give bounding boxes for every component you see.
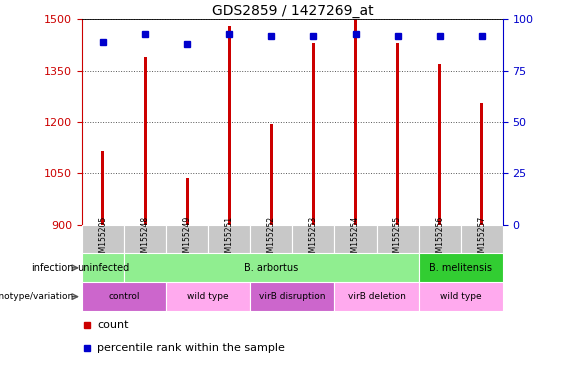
Text: control: control xyxy=(108,292,140,301)
Bar xyxy=(166,225,208,253)
Bar xyxy=(461,225,503,253)
Bar xyxy=(354,19,357,225)
Bar xyxy=(250,225,293,253)
Text: GSM155257: GSM155257 xyxy=(477,216,486,262)
Text: B. melitensis: B. melitensis xyxy=(429,263,492,273)
Bar xyxy=(419,225,461,253)
Bar xyxy=(186,179,189,225)
Text: GSM155248: GSM155248 xyxy=(141,216,150,262)
Bar xyxy=(293,225,334,253)
Text: virB disruption: virB disruption xyxy=(259,292,325,301)
Bar xyxy=(480,103,483,225)
Text: virB deletion: virB deletion xyxy=(347,292,406,301)
Text: uninfected: uninfected xyxy=(77,263,129,273)
Text: GSM155253: GSM155253 xyxy=(309,216,318,262)
Bar xyxy=(228,26,231,225)
Bar xyxy=(166,282,250,311)
Text: count: count xyxy=(97,320,129,330)
Bar xyxy=(102,151,105,225)
Bar xyxy=(419,253,503,282)
Bar xyxy=(250,282,334,311)
Bar xyxy=(144,57,146,225)
Text: percentile rank within the sample: percentile rank within the sample xyxy=(97,343,285,354)
Bar xyxy=(82,282,166,311)
Bar xyxy=(208,225,250,253)
Bar xyxy=(396,43,399,225)
Text: infection: infection xyxy=(31,263,73,273)
Text: GSM155249: GSM155249 xyxy=(182,216,192,262)
Bar xyxy=(419,282,503,311)
Text: GSM155255: GSM155255 xyxy=(393,216,402,262)
Text: GSM155254: GSM155254 xyxy=(351,216,360,262)
Bar xyxy=(334,282,419,311)
Bar xyxy=(82,225,124,253)
Title: GDS2859 / 1427269_at: GDS2859 / 1427269_at xyxy=(211,4,373,18)
Bar xyxy=(270,124,273,225)
Text: GSM155205: GSM155205 xyxy=(98,216,107,262)
Bar xyxy=(124,253,419,282)
Bar xyxy=(376,225,419,253)
Text: GSM155251: GSM155251 xyxy=(225,216,234,262)
Bar xyxy=(312,43,315,225)
Bar xyxy=(124,225,166,253)
Text: wild type: wild type xyxy=(440,292,481,301)
Text: GSM155256: GSM155256 xyxy=(435,216,444,262)
Bar xyxy=(82,253,124,282)
Text: GSM155252: GSM155252 xyxy=(267,216,276,262)
Bar xyxy=(334,225,376,253)
Text: B. arbortus: B. arbortus xyxy=(244,263,298,273)
Text: wild type: wild type xyxy=(188,292,229,301)
Bar xyxy=(438,64,441,225)
Text: genotype/variation: genotype/variation xyxy=(0,292,73,301)
